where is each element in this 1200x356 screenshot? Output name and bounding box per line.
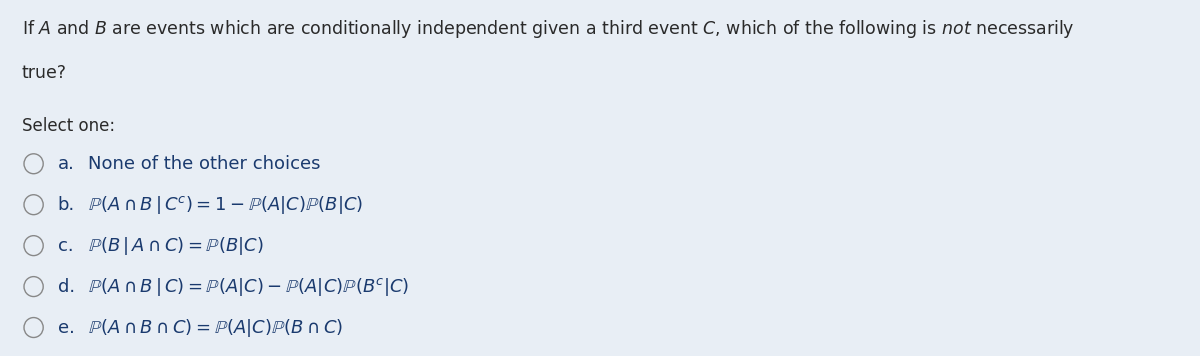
Text: If $A$ and $B$ are events which are conditionally independent given a third even: If $A$ and $B$ are events which are cond… xyxy=(22,18,1074,40)
Text: d.: d. xyxy=(58,278,74,295)
Text: true?: true? xyxy=(22,64,67,82)
Text: $\mathbb{P}(B\,|\,A \cap C) = \mathbb{P}(B|C)$: $\mathbb{P}(B\,|\,A \cap C) = \mathbb{P}… xyxy=(88,235,263,257)
Text: $\mathbb{P}(A \cap B\,|\,C) = \mathbb{P}(A|C) - \mathbb{P}(A|C)\mathbb{P}(B^c|C): $\mathbb{P}(A \cap B\,|\,C) = \mathbb{P}… xyxy=(88,276,409,298)
Text: b.: b. xyxy=(58,196,74,214)
Text: Select one:: Select one: xyxy=(22,117,115,136)
Text: $\mathbb{P}(A \cap B \cap C) = \mathbb{P}(A|C)\mathbb{P}(B \cap C)$: $\mathbb{P}(A \cap B \cap C) = \mathbb{P… xyxy=(88,316,343,339)
Text: a.: a. xyxy=(58,155,74,173)
Text: $\mathbb{P}(A \cap B\,|\,C^c) = 1 - \mathbb{P}(A|C)\mathbb{P}(B|C)$: $\mathbb{P}(A \cap B\,|\,C^c) = 1 - \mat… xyxy=(88,194,362,216)
Text: c.: c. xyxy=(58,237,73,255)
Text: None of the other choices: None of the other choices xyxy=(88,155,320,173)
Text: e.: e. xyxy=(58,319,74,336)
